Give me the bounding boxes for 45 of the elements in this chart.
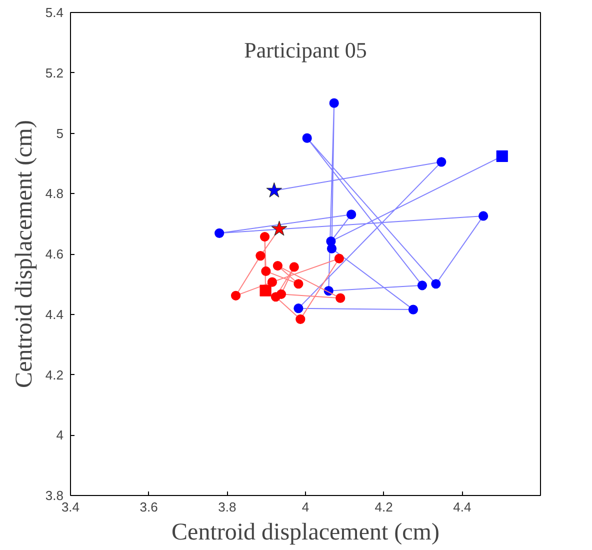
point xyxy=(256,251,266,261)
point xyxy=(478,211,488,221)
x-axis-title: Centroid displacement (cm) xyxy=(172,520,440,546)
y-tick-label: 4.8 xyxy=(45,186,64,202)
text: Participant 05 xyxy=(244,38,367,62)
point xyxy=(408,304,418,314)
x-tick-label: 4 xyxy=(302,500,310,514)
point xyxy=(346,210,356,220)
point xyxy=(326,236,336,246)
point xyxy=(267,277,278,287)
point xyxy=(230,290,241,300)
point xyxy=(261,266,271,276)
x-tick-label: 4.4 xyxy=(453,500,472,514)
point xyxy=(294,304,304,314)
point xyxy=(329,98,339,108)
point xyxy=(431,279,441,289)
y-tick-label: 4 xyxy=(56,428,64,443)
point xyxy=(334,254,344,264)
point xyxy=(260,284,272,296)
point xyxy=(266,182,282,198)
point xyxy=(296,314,306,324)
point xyxy=(417,280,428,290)
point xyxy=(276,289,286,299)
point xyxy=(302,133,312,143)
x-tick-label: 4.2 xyxy=(374,500,393,514)
point xyxy=(272,260,282,271)
point xyxy=(496,150,508,162)
x-tick-label: 3.4 xyxy=(61,500,80,514)
y-tick-label: 4.6 xyxy=(45,246,64,262)
point xyxy=(271,220,288,236)
y-tick-label: 5 xyxy=(56,126,64,141)
x-tick-label: 3.6 xyxy=(140,500,158,514)
point xyxy=(214,228,224,238)
point xyxy=(436,157,446,167)
y-tick-label: 5.4 xyxy=(45,5,64,20)
y-axis-title: Centroid displacement (cm) xyxy=(11,120,38,388)
point xyxy=(294,279,304,289)
y-tick-label: 4.4 xyxy=(45,306,64,322)
point xyxy=(260,232,270,242)
y-tick-label: 3.8 xyxy=(45,488,64,503)
y-tick-label: 5.2 xyxy=(45,65,64,80)
point xyxy=(289,262,299,272)
point xyxy=(336,293,346,303)
y-tick-label: 4.2 xyxy=(45,367,64,382)
x-tick-label: 3.8 xyxy=(218,500,236,514)
